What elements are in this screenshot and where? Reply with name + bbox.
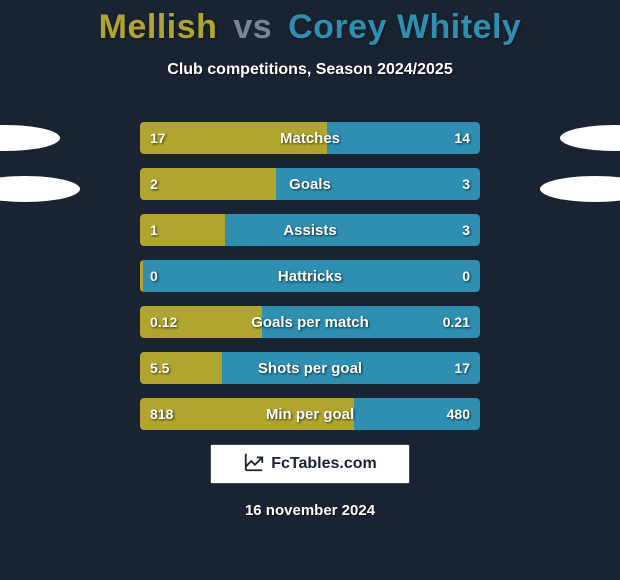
stat-label: Shots per goal [140,352,480,384]
brand-logo: FcTables.com [210,444,410,484]
stat-row: 5.5Shots per goal17 [140,352,480,384]
stat-label: Min per goal [140,398,480,430]
decoration-ellipse [540,176,620,202]
title-player2: Corey Whitely [288,8,521,46]
stat-label: Assists [140,214,480,246]
stat-row: 1Assists3 [140,214,480,246]
stat-row: 0.12Goals per match0.21 [140,306,480,338]
subtitle: Club competitions, Season 2024/2025 [0,61,620,79]
stat-row: 2Goals3 [140,168,480,200]
stat-value-right: 0.21 [443,306,470,338]
title-player1: Mellish [99,8,218,46]
page-title: Mellish vs Corey Whitely [0,0,620,47]
stat-value-right: 14 [454,122,470,154]
brand-text: FcTables.com [271,455,377,473]
decoration-ellipse [560,125,620,151]
stat-row: 0Hattricks0 [140,260,480,292]
title-vs: vs [233,8,272,46]
chart-icon [243,451,265,478]
stat-value-right: 0 [462,260,470,292]
stat-value-right: 3 [462,168,470,200]
stat-value-right: 480 [447,398,470,430]
stat-value-right: 3 [462,214,470,246]
comparison-chart: 17Matches142Goals31Assists30Hattricks00.… [140,122,480,444]
stat-value-right: 17 [454,352,470,384]
stat-label: Matches [140,122,480,154]
stat-label: Goals per match [140,306,480,338]
stat-row: 818Min per goal480 [140,398,480,430]
decoration-ellipse [0,176,80,202]
stat-label: Goals [140,168,480,200]
date-text: 16 november 2024 [0,502,620,519]
stat-row: 17Matches14 [140,122,480,154]
decoration-ellipse [0,125,60,151]
stat-label: Hattricks [140,260,480,292]
